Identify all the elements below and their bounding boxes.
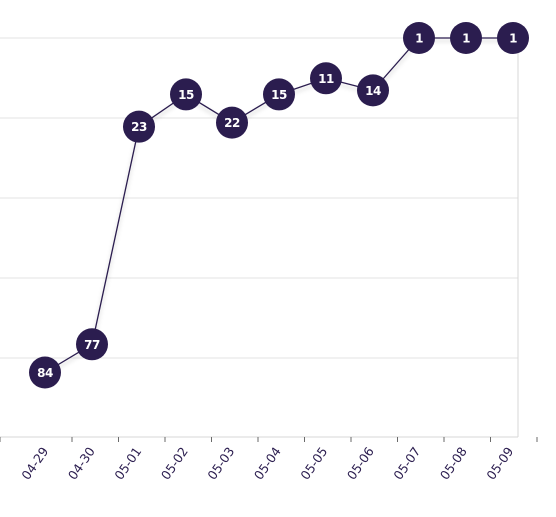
- data-label: 22: [224, 116, 240, 130]
- x-axis: 04-29 04-30 05-01 05-02 05-03 05-04 05-05 05-06…: [0, 437, 538, 482]
- data-label: 14: [365, 84, 381, 98]
- x-tick-label: 05-08: [437, 444, 470, 482]
- x-tick-label: 05-02: [158, 444, 191, 482]
- x-tick-label: 04-30: [65, 444, 98, 482]
- data-point: [497, 22, 529, 54]
- x-tick-label: 05-06: [344, 444, 377, 482]
- data-label: 1: [415, 32, 423, 46]
- data-point: [123, 110, 155, 143]
- data-point: [357, 74, 389, 107]
- data-label: 1: [509, 32, 517, 46]
- data-label: 77: [84, 338, 100, 352]
- data-label: 11: [318, 72, 334, 86]
- data-label: 84: [37, 366, 53, 380]
- data-point: [263, 78, 295, 111]
- data-label: 1: [462, 32, 470, 46]
- data-point: [216, 106, 248, 139]
- data-label: 23: [131, 120, 147, 134]
- x-tick-label: 05-09: [483, 444, 516, 482]
- x-tick-label: 05-07: [390, 444, 423, 482]
- x-tick-label: 05-04: [251, 444, 284, 482]
- grid: [0, 37, 518, 438]
- data-point: [450, 22, 482, 54]
- x-tick-label: 04-29: [18, 444, 51, 482]
- data-label: 15: [178, 88, 194, 102]
- data-point: [76, 328, 108, 361]
- data-label: 15: [271, 88, 287, 102]
- data-point: [403, 22, 435, 54]
- x-tick-label: 05-03: [204, 444, 237, 482]
- x-tick-label: 05-05: [297, 444, 330, 482]
- data-point: [310, 62, 342, 95]
- data-point: [170, 78, 202, 111]
- x-tick-label: 05-01: [111, 444, 144, 482]
- data-point: [29, 356, 61, 389]
